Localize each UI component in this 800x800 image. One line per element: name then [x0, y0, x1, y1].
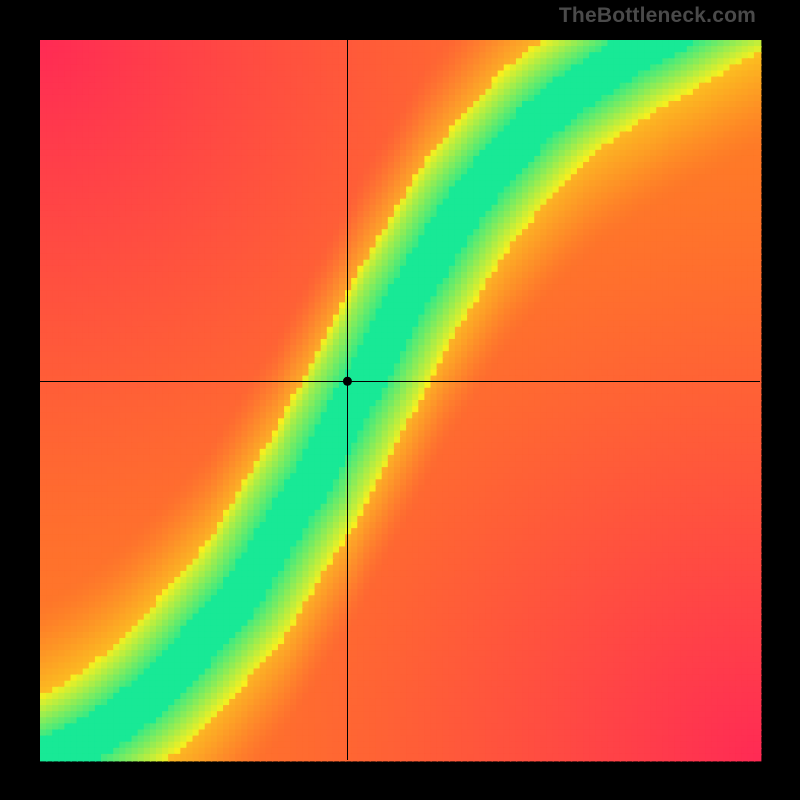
- bottleneck-heatmap: [0, 0, 800, 800]
- watermark-label: TheBottleneck.com: [559, 4, 756, 28]
